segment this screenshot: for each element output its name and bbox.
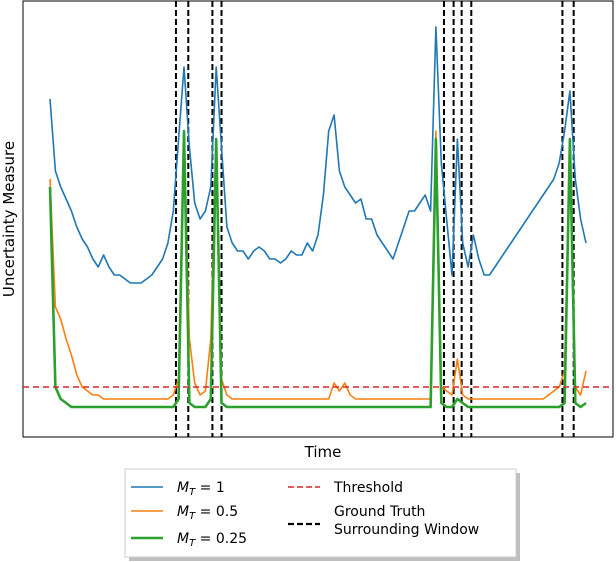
y-axis-label: Uncertainty Measure [0,141,18,297]
series-line-2 [48,129,587,409]
legend-label-0: MT = 1 [177,480,225,498]
legend-items: MT = 1 MT = 0.5 MT = 0.25 Threshold Ground T… [131,480,479,549]
legend-label-4-1: Surrounding Window [334,522,479,538]
series-line-1 [49,130,587,400]
series-line-0 [49,26,587,284]
legend-label-4-0: Ground Truth [334,504,425,520]
plot-area [22,0,614,438]
legend-label-3: Threshold [333,480,403,496]
legend-label-1: MT = 0.5 [177,504,238,522]
legend-frame [124,468,517,558]
legend: MT = 1 MT = 0.5 MT = 0.25 Threshold Ground T… [124,468,520,561]
legend-label-2: MT = 0.25 [177,531,247,549]
series-lines [48,26,587,409]
x-axis-label: Time [304,443,342,461]
